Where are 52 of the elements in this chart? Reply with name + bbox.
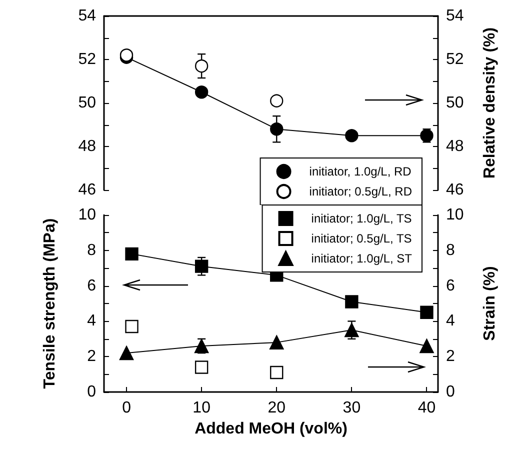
- point: [344, 322, 359, 338]
- point: [125, 247, 138, 261]
- y2-tick-label: 54: [446, 8, 464, 24]
- point: [270, 122, 284, 136]
- point: [270, 366, 284, 380]
- y-tick-label: 48: [78, 138, 96, 155]
- x-tick-label: 20: [268, 400, 286, 416]
- y-tick-label: 54: [78, 8, 96, 24]
- legend-label: initiator; 1.0g/L, ST: [311, 252, 413, 266]
- x-tick-label: 0: [122, 400, 132, 416]
- y-tick-label: 6: [87, 277, 96, 294]
- y2-tick-label: 46: [446, 182, 464, 198]
- y-tick-label: 50: [78, 94, 96, 112]
- y2-tick-label: 4: [446, 312, 455, 330]
- y-axis-title: Tensile strength (MPa): [42, 218, 58, 389]
- y2-axis-title: Strain (%): [482, 266, 498, 341]
- point: [345, 295, 358, 308]
- y2-axis-title: Relative density (%): [482, 27, 498, 179]
- legend-label: initiator, 1.0g/L, RD: [309, 164, 412, 178]
- point: [194, 360, 208, 374]
- y2-tick-label: 6: [446, 277, 455, 294]
- legend-label: initiator; 1.0g/L, TS: [311, 212, 412, 226]
- y-tick-label: 52: [78, 51, 96, 68]
- point: [125, 320, 138, 334]
- y2-tick-label: 52: [446, 51, 464, 68]
- point: [194, 59, 208, 73]
- x-tick-label: 30: [342, 400, 361, 416]
- point: [270, 335, 284, 350]
- y2-tick-label: 2: [446, 348, 455, 366]
- x-axis-title: Added MeOH (vol%): [194, 420, 348, 438]
- y2-tick-label: 50: [446, 94, 464, 112]
- y-tick-label: 4: [87, 312, 96, 330]
- y2-tick-label: 10: [446, 206, 464, 224]
- x-tick-label: 40: [418, 400, 436, 416]
- y2-tick-label: 48: [446, 138, 464, 155]
- point: [194, 338, 209, 354]
- point: [194, 260, 208, 273]
- x-tick-label: 10: [192, 400, 211, 416]
- point: [420, 338, 434, 354]
- legend-label: initiator; 0.5g/L, RD: [309, 184, 412, 198]
- point: [345, 129, 358, 142]
- y2-tick-label: 8: [446, 242, 455, 259]
- y-tick-label: 46: [78, 182, 96, 198]
- y2-tick-label: 0: [446, 384, 455, 400]
- point: [194, 86, 208, 99]
- y-tick-label: 8: [87, 242, 96, 259]
- point: [119, 346, 134, 360]
- y-tick-label: 2: [87, 348, 96, 366]
- y-tick-label: 0: [87, 384, 96, 400]
- legend-label: initiator; 0.5g/L, TS: [311, 232, 412, 246]
- point: [420, 306, 434, 319]
- y-tick-label: 10: [78, 206, 96, 224]
